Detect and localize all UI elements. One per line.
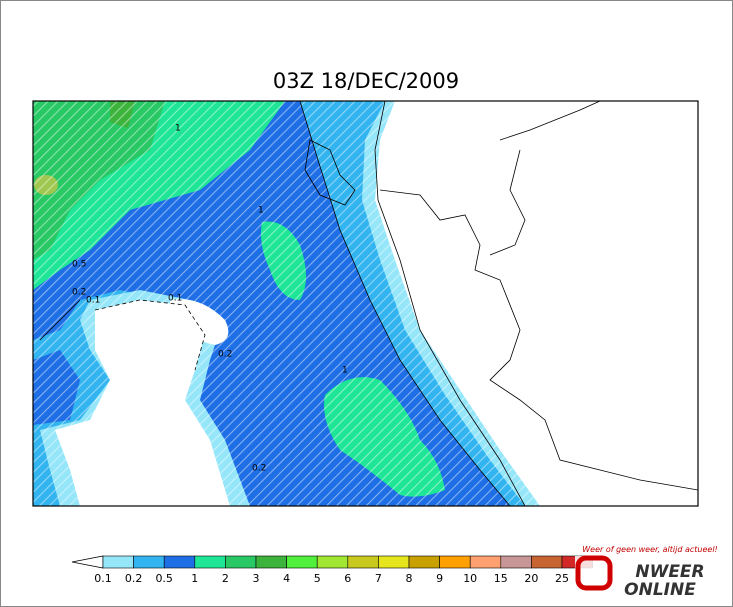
legend-swatch	[102, 555, 134, 569]
contour-label: 1	[258, 206, 264, 216]
contour-label: 1	[342, 366, 348, 376]
logo-line1: NWEER	[635, 562, 704, 582]
legend-swatch	[225, 555, 257, 569]
contour-label: 1	[175, 124, 181, 134]
legend-label: 6	[344, 572, 351, 585]
legend-swatch	[163, 555, 196, 569]
legend-label: 0.1	[94, 572, 112, 585]
legend-label: 20	[524, 572, 538, 585]
legend-label: 1	[191, 572, 198, 585]
legend-swatch	[316, 555, 349, 569]
legend-swatch	[133, 555, 165, 569]
legend-label: 25	[555, 572, 569, 585]
legend-swatch	[347, 555, 379, 569]
map	[33, 101, 698, 506]
contour-label: 0.2	[72, 288, 86, 298]
legend-swatch	[439, 555, 471, 569]
legend-swatch	[378, 555, 410, 569]
contour-label: 0.2	[218, 350, 232, 360]
map-title: 03Z 18/DEC/2009	[273, 69, 459, 93]
map-frame	[32, 100, 699, 507]
contour-label: 0.5	[72, 260, 86, 270]
legend-swatch	[286, 555, 318, 569]
legend-label: 7	[375, 572, 382, 585]
logo: Weer of geen weer, altijd actueel! NWEER…	[575, 545, 730, 604]
legend-label: 4	[283, 572, 290, 585]
legend-label: 5	[314, 572, 321, 585]
logo-line2: ONLINE	[624, 580, 696, 600]
legend-swatch	[531, 555, 563, 569]
legend-label: 15	[494, 572, 508, 585]
legend-label: 8	[406, 572, 413, 585]
contour-label: 0.1	[86, 296, 100, 306]
legend-swatch	[408, 555, 440, 569]
contour-label: 0.2	[252, 464, 266, 474]
legend-swatch	[194, 555, 226, 569]
logo-slogan: Weer of geen weer, altijd actueel!	[582, 545, 718, 554]
legend-swatch	[469, 555, 502, 569]
logo-mark	[575, 555, 613, 591]
legend-label: 0.2	[125, 572, 143, 585]
legend-label: 3	[253, 572, 260, 585]
legend-label: 2	[222, 572, 229, 585]
legend-label: 0.5	[155, 572, 173, 585]
legend-label: 10	[463, 572, 477, 585]
legend-swatch	[255, 555, 287, 569]
legend-label: 9	[436, 572, 443, 585]
legend-swatch	[500, 555, 532, 569]
contour-label: 0.1	[168, 294, 182, 304]
legend: 0.1 0.2 0.5 1 2 3 4 5 6 7 8 9 10 15 20 25	[71, 555, 593, 585]
